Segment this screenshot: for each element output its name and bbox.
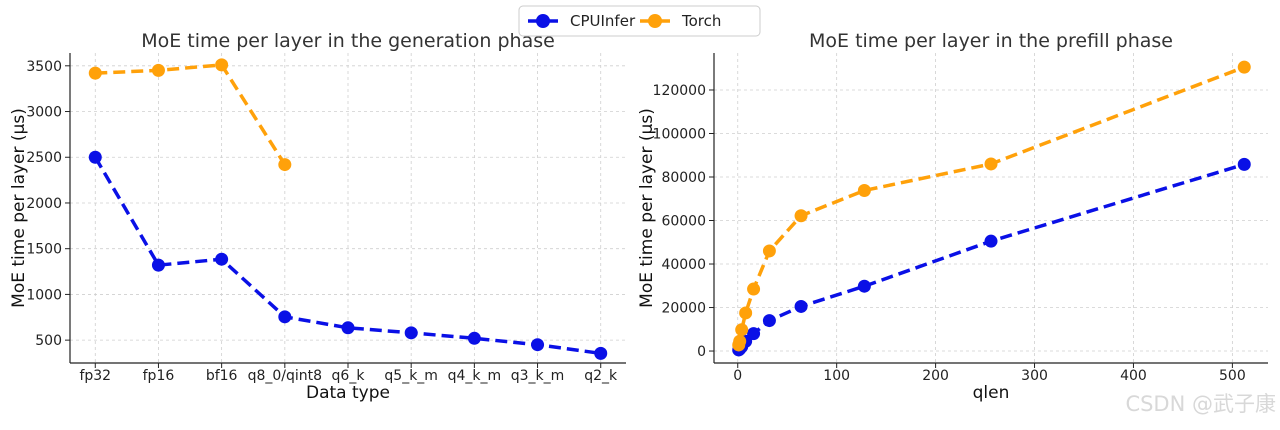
y-tick-label-4: 2500 [26, 150, 62, 166]
data-point [341, 321, 355, 335]
y-tick-label-0: 500 [35, 333, 62, 349]
y-tick-label-2: 1500 [26, 242, 62, 258]
x-axis-label: Data type [306, 383, 390, 403]
x-tick-label-0: 0 [733, 368, 742, 384]
series-cpuinfer [732, 157, 1251, 357]
data-point [278, 158, 292, 172]
y-tick-label-6: 120000 [653, 83, 706, 99]
legend-frame [518, 5, 761, 37]
chart-title: MoE time per layer in the prefill phase [809, 30, 1173, 52]
x-tick-label-5: q5_k_m [384, 368, 438, 384]
data-point [794, 209, 808, 223]
y-tick-label-1: 20000 [661, 301, 706, 317]
x-tick-label-1: 100 [823, 368, 850, 384]
data-point [88, 66, 102, 80]
series-cpuinfer [88, 150, 608, 360]
data-point [1237, 157, 1251, 171]
y-tick-label-3: 60000 [661, 214, 706, 230]
data-point [747, 327, 761, 341]
x-tick-label-2: 200 [922, 368, 949, 384]
x-tick-label-6: q4_k_m [448, 368, 502, 384]
y-tick-label-5: 100000 [653, 126, 706, 142]
x-tick-label-4: q6_k [332, 368, 366, 384]
x-axis-label: qlen [973, 383, 1010, 403]
data-point [735, 323, 749, 337]
y-tick-label-3: 2000 [26, 196, 62, 212]
x-tick-label-7: q3_k_m [511, 368, 565, 384]
series-torch [88, 58, 292, 172]
data-point [467, 331, 481, 345]
data-point [794, 299, 808, 313]
data-point [404, 326, 418, 340]
y-tick-label-5: 3000 [26, 105, 62, 121]
chart-title: MoE time per layer in the generation pha… [141, 30, 555, 52]
data-point [215, 252, 229, 266]
data-point [278, 310, 292, 324]
y-tick-label-0: 0 [697, 344, 706, 360]
legend-item-cpuinfer: CPUInfer [528, 12, 636, 30]
data-point [739, 306, 753, 320]
x-tick-label-8: q2_k [584, 368, 618, 384]
data-point [984, 157, 998, 171]
legend: CPUInfer Torch [518, 5, 761, 37]
legend-item-torch: Torch [640, 12, 721, 30]
y-tick-label-6: 3500 [26, 59, 62, 75]
data-point [857, 279, 871, 293]
x-tick-label-2: bf16 [206, 368, 238, 384]
legend-marker [648, 14, 662, 28]
x-tick-label-0: fp32 [79, 368, 111, 384]
legend-marker [536, 14, 550, 28]
x-tick-label-4: 400 [1120, 368, 1147, 384]
series-line-cpuinfer [93, 156, 601, 356]
x-tick-label-3: 300 [1021, 368, 1048, 384]
series-line-cpuinfer [737, 162, 1245, 352]
series-line-torch [95, 63, 287, 166]
legend-label: Torch [681, 12, 721, 30]
x-tick-label-1: fp16 [143, 368, 175, 384]
y-tick-label-4: 80000 [661, 170, 706, 186]
x-tick-label-5: 500 [1219, 368, 1246, 384]
data-point [151, 258, 165, 272]
data-point [762, 314, 776, 328]
data-point [733, 334, 747, 348]
series-torch [732, 60, 1251, 352]
chart-2: 0 20000 40000 60000 80000 100000 120000 0 100 200… [637, 30, 1268, 403]
data-point [857, 183, 871, 197]
data-point [531, 338, 545, 352]
data-point [215, 58, 229, 72]
x-tick-label-3: q8_0/qint8 [248, 368, 322, 384]
data-point [151, 63, 165, 77]
data-point [762, 244, 776, 258]
y-tick-label-1: 1000 [26, 287, 62, 303]
data-point [88, 150, 102, 164]
data-point [747, 282, 761, 296]
y-axis-label: MoE time per layer (µs) [637, 108, 657, 308]
data-point [1237, 60, 1251, 74]
data-point [594, 346, 608, 360]
data-point [984, 234, 998, 248]
watermark: CSDN @武子康 [1125, 392, 1276, 416]
chart-1: 500 1000 1500 2000 2500 3000 3500 fp32 fp16 bf16 q… [9, 30, 626, 403]
legend-label: CPUInfer [570, 12, 636, 30]
y-axis-label: MoE time per layer (µs) [9, 108, 29, 308]
y-tick-label-2: 40000 [661, 257, 706, 273]
